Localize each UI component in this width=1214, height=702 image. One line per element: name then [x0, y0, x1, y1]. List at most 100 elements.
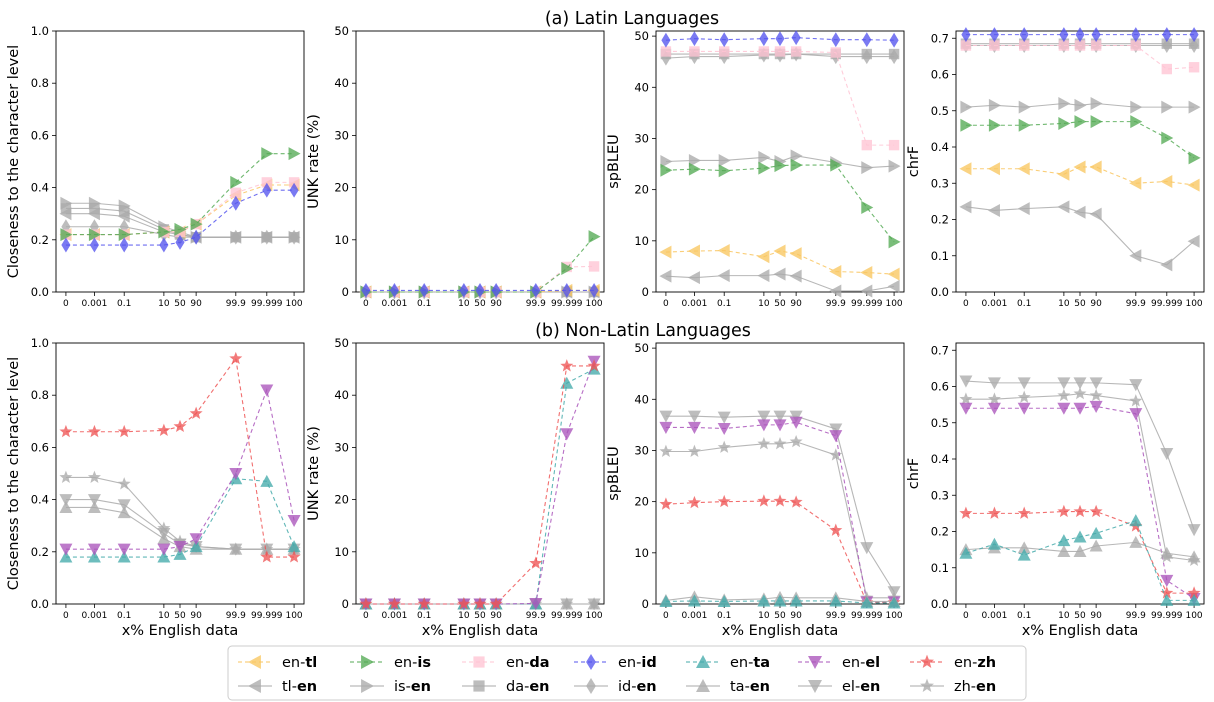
- x-tick-label: 0: [363, 299, 369, 309]
- data-point: [1162, 38, 1172, 53]
- data-point: [361, 282, 371, 298]
- y-tick-label: 10: [334, 545, 349, 559]
- x-tick-label: 50: [474, 299, 486, 309]
- x-tick-label: 0.1: [717, 611, 731, 621]
- data-point: [960, 40, 972, 51]
- y-tick-label: 0.6: [931, 68, 949, 82]
- x-tick-label: 10: [158, 299, 170, 309]
- legend-entry: da-en: [462, 679, 550, 695]
- x-tick-label: 0: [963, 299, 969, 309]
- data-point: [1057, 504, 1071, 518]
- x-tick-label: 99.9: [226, 611, 246, 621]
- series-en-id: [961, 27, 1199, 43]
- data-point: [262, 182, 272, 198]
- data-point: [1188, 100, 1201, 114]
- y-tick-label: 0.2: [31, 545, 49, 559]
- x-axis-label: x% English data: [122, 623, 239, 639]
- data-point: [1074, 115, 1087, 129]
- data-point: [889, 32, 899, 48]
- data-point: [88, 228, 101, 242]
- x-tick-label: 90: [790, 611, 802, 621]
- data-point: [719, 32, 729, 48]
- data-point: [757, 594, 771, 607]
- data-point: [688, 162, 701, 176]
- data-point: [1161, 100, 1174, 114]
- series-tl-en: [659, 267, 900, 298]
- legend-label: ta-en: [730, 679, 770, 695]
- data-point: [1090, 115, 1103, 129]
- legend-entry: en-zh: [910, 654, 996, 671]
- series-en-da: [660, 46, 900, 151]
- x-tick-label: 0.001: [982, 611, 1008, 621]
- data-point: [157, 543, 171, 556]
- data-point: [1017, 390, 1031, 403]
- chart-panel-b3: 0 10 20 30 40 50 0 0.001 0.1 10 50 90 99.9 99.999 100 s…: [606, 341, 905, 639]
- data-point: [774, 159, 787, 173]
- data-point: [773, 419, 787, 432]
- x-tick-label: 0: [363, 611, 369, 621]
- data-point: [1130, 100, 1143, 114]
- data-point: [829, 423, 843, 436]
- data-point: [1129, 535, 1143, 548]
- data-point: [959, 162, 972, 176]
- data-point: [987, 537, 1001, 550]
- data-point: [1073, 377, 1087, 390]
- data-point: [489, 597, 503, 610]
- data-point: [1057, 402, 1071, 415]
- data-point: [1058, 97, 1071, 110]
- data-point: [757, 419, 771, 432]
- x-tick-label: 99.999: [1151, 611, 1183, 621]
- data-point: [59, 470, 73, 483]
- data-point: [757, 494, 771, 507]
- data-point: [1187, 524, 1201, 537]
- data-point: [59, 494, 73, 507]
- data-point: [189, 406, 203, 419]
- data-point: [1089, 388, 1103, 402]
- series-tl-en: [959, 200, 1200, 272]
- data-point: [959, 402, 973, 415]
- y-tick-label: 20: [634, 495, 649, 509]
- chart-panel-b2: 0 10 20 30 40 50 0 0.001 0.1 10 50 90 99.9 99.999 100 U…: [306, 336, 605, 639]
- x-tick-label: 0.1: [1017, 611, 1031, 621]
- panels: 0.0 0.2 0.4 0.6 0.8 1.0 0 0.001 0.1 10 50 90 99.9 99.…: [6, 24, 1205, 639]
- series-en-ta: [659, 594, 901, 609]
- legend-marker: [920, 654, 934, 668]
- series-en-el: [359, 355, 601, 611]
- data-point: [829, 284, 842, 298]
- data-point: [59, 424, 73, 438]
- data-point: [87, 543, 101, 556]
- y-tick-label: 30: [334, 440, 349, 454]
- data-point: [87, 424, 101, 438]
- data-point: [888, 159, 901, 173]
- legend-entry: en-ta: [686, 655, 770, 671]
- y-tick-label: 20: [634, 183, 649, 197]
- data-point: [661, 32, 671, 48]
- y-tick-label: 50: [334, 24, 349, 38]
- x-tick-label: 99.9: [526, 299, 546, 309]
- data-point: [89, 203, 100, 214]
- data-point: [1161, 63, 1172, 75]
- y-tick-label: 0.2: [931, 213, 949, 227]
- data-point: [862, 32, 872, 48]
- data-point: [589, 282, 599, 298]
- legend-label: tl-en: [282, 679, 317, 695]
- data-point: [790, 158, 803, 172]
- data-point: [1057, 167, 1070, 181]
- data-point: [229, 467, 243, 480]
- data-point: [717, 440, 731, 453]
- data-point: [687, 244, 700, 258]
- x-tick-label: 0.1: [1017, 299, 1031, 309]
- series-en-ta: [359, 362, 601, 610]
- chart-panel-a3: 0 10 20 30 40 50 0 0.001 0.1 10 50 90 99.9 99.999 100 s…: [606, 29, 905, 309]
- x-tick-label: 99.9: [826, 299, 846, 309]
- data-point: [959, 506, 973, 519]
- data-point: [775, 31, 785, 47]
- row-title-non-latin: (b) Non-Latin Languages: [535, 321, 751, 341]
- x-tick-label: 90: [490, 299, 502, 309]
- data-point: [173, 541, 187, 554]
- legend-marker: [248, 679, 261, 693]
- x-tick-label: 50: [1074, 611, 1086, 621]
- data-point: [829, 448, 843, 461]
- data-point: [1160, 574, 1174, 587]
- data-point: [888, 235, 901, 249]
